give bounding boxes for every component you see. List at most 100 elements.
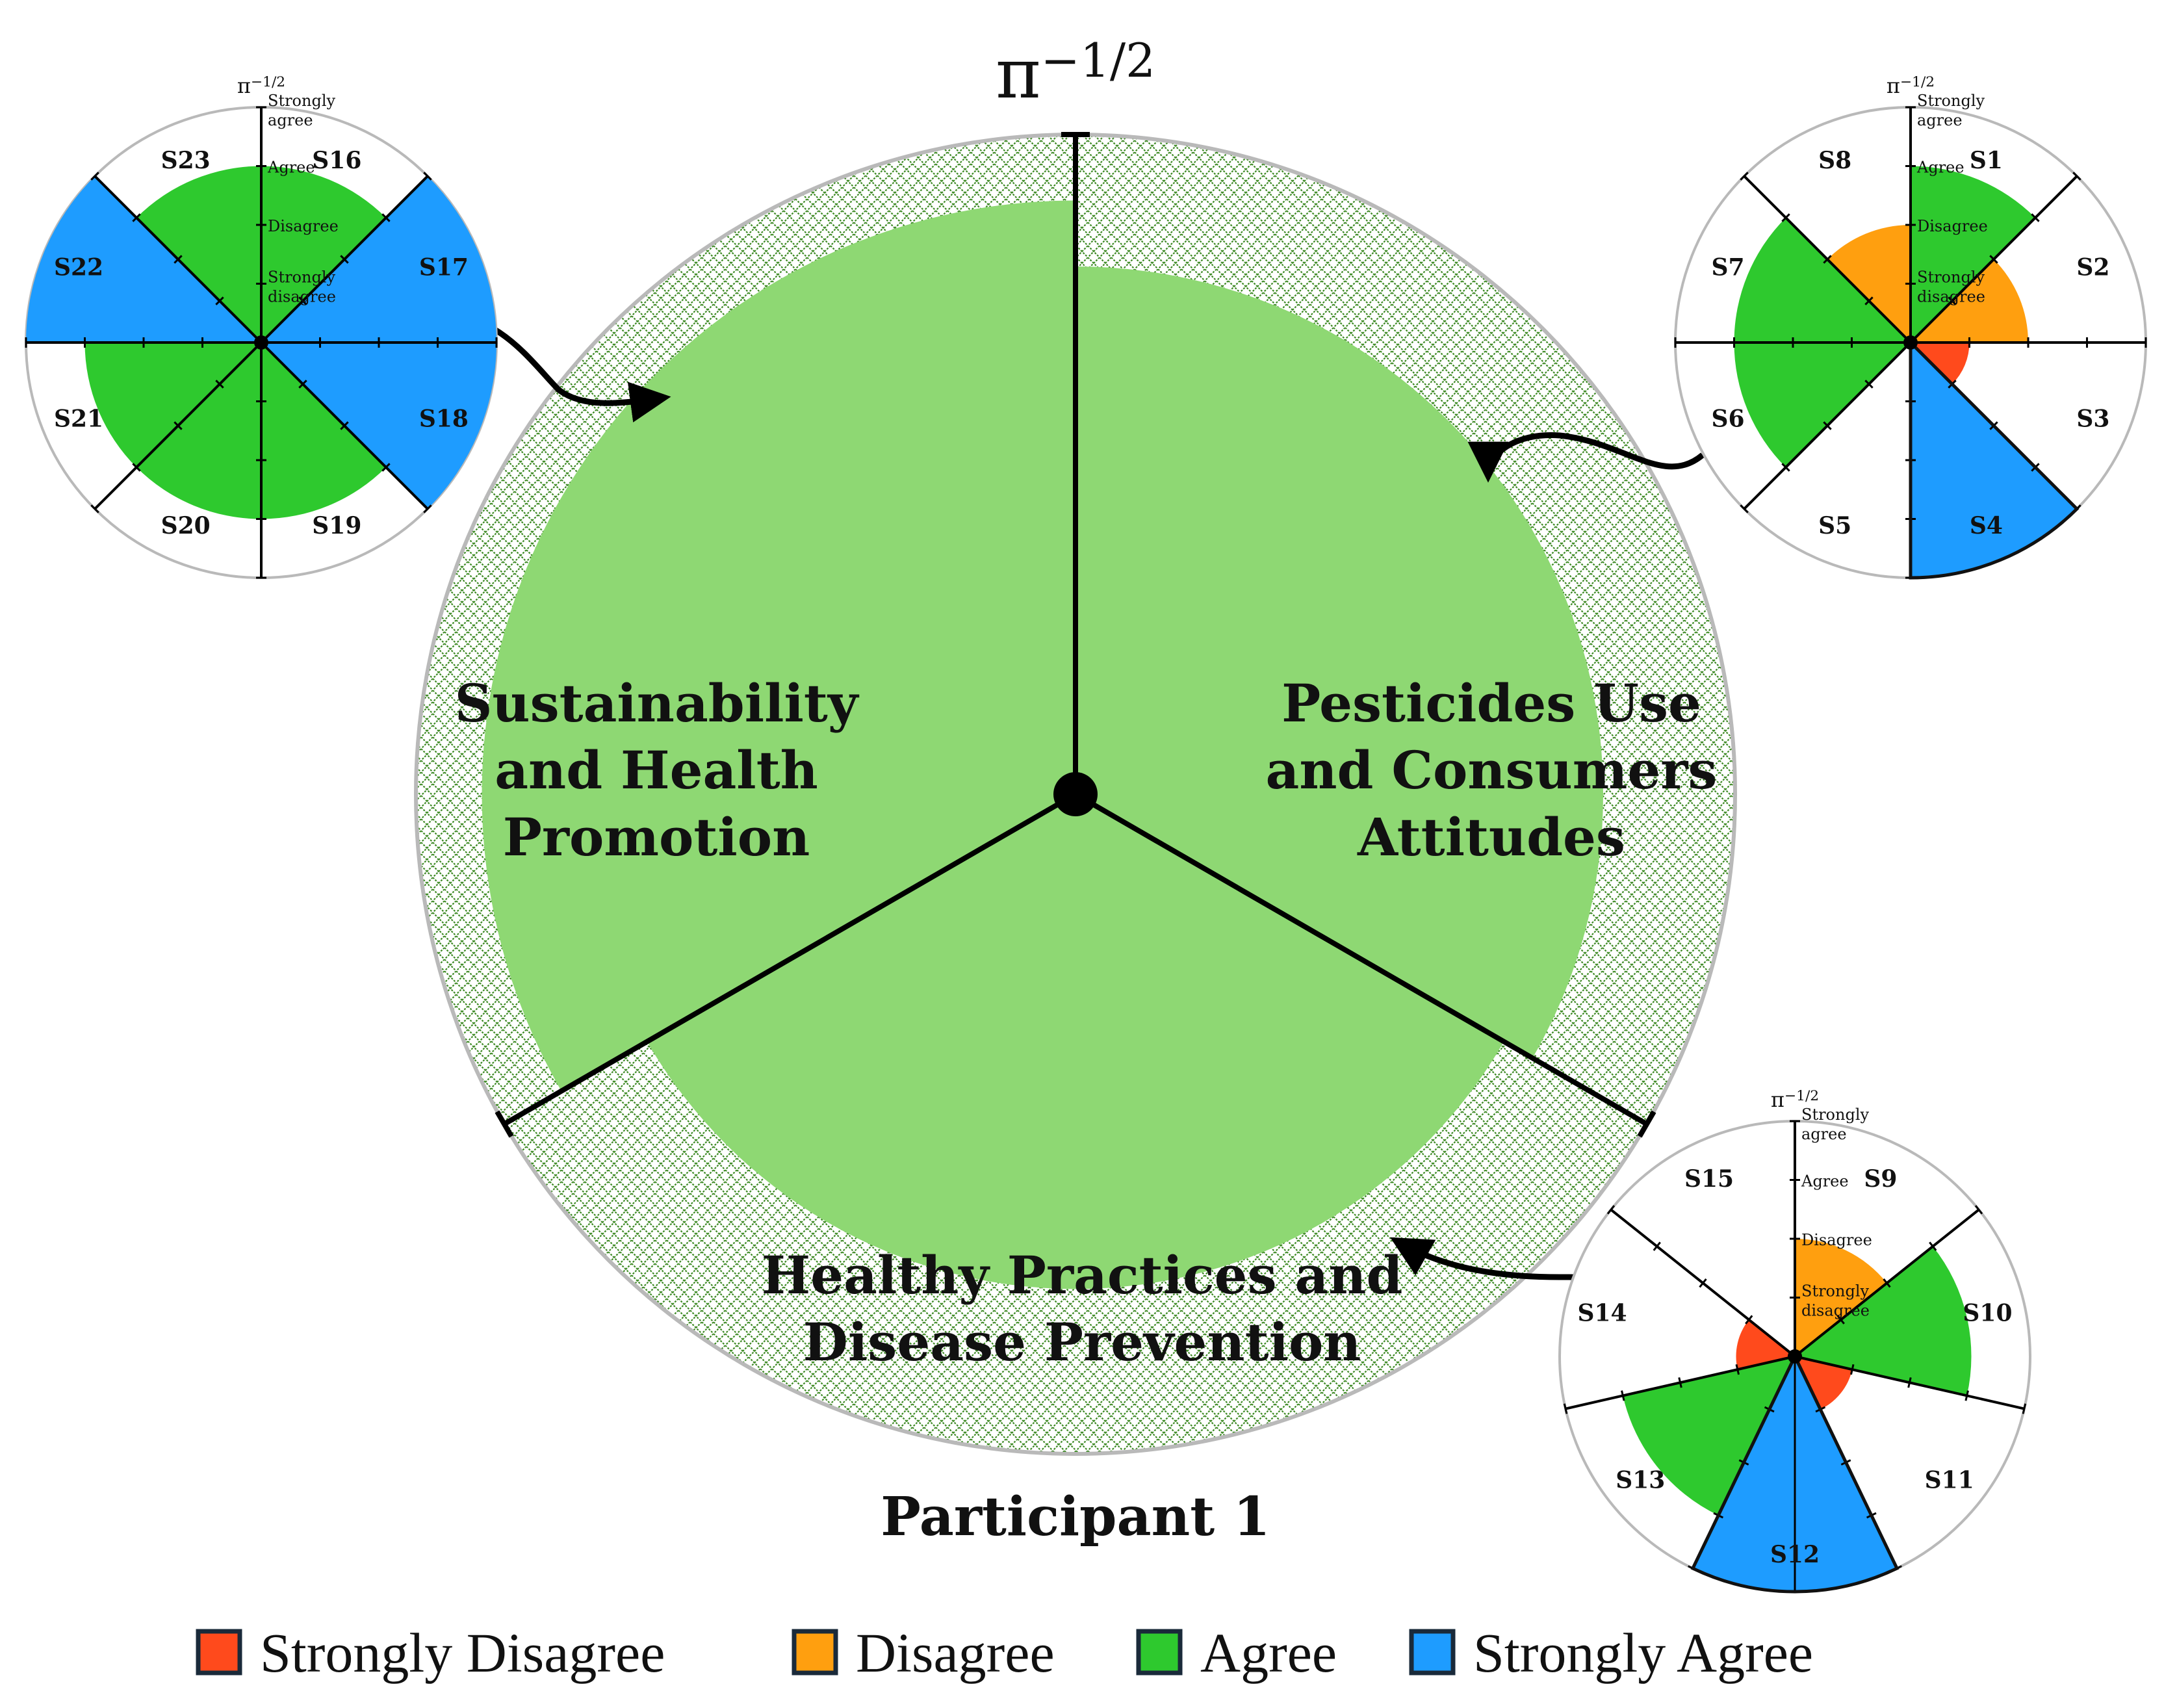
- category-label-S22: S22: [54, 254, 103, 281]
- legend-swatch-4: [1409, 1629, 1456, 1676]
- category-label-S21: S21: [54, 405, 103, 432]
- category-label-S17: S17: [419, 254, 469, 281]
- small-1-tick: [1745, 1315, 1753, 1325]
- main-category-label-3: Sustainability and Health Promotion: [455, 673, 860, 868]
- category-label-S11: S11: [1925, 1467, 1974, 1494]
- bar-outline-S12: [1690, 1352, 1900, 1594]
- small-2-tick: [90, 172, 99, 181]
- main-wedge-3: [482, 200, 1076, 1091]
- small-2-level-label: Strongly agree: [268, 92, 336, 129]
- small-0-center-dot: [1903, 335, 1918, 350]
- bar-S22: [26, 176, 261, 343]
- small-1-level-label: Disagree: [1801, 1231, 1872, 1249]
- category-label-S8: S8: [1818, 147, 1851, 174]
- small-2-tick: [298, 380, 307, 389]
- small-0-level-label: Agree: [1916, 159, 1964, 177]
- legend: Strongly Disagree Disagree Agree Strongly A…: [196, 1622, 1813, 1684]
- healthy-practices-detail-chart: Strongly disagree Disagree Agree Strongly agr…: [1558, 1087, 2031, 1594]
- small-1-tick: [1964, 1390, 1969, 1401]
- bar-S20: [136, 343, 261, 519]
- small-0-tick: [1948, 296, 1957, 305]
- small-2-tick: [174, 421, 183, 430]
- category-label-S4: S4: [1970, 512, 2003, 539]
- small-2-level-label: Disagree: [268, 217, 339, 235]
- legend-swatch-1: [196, 1629, 242, 1676]
- legend-label-4: Strongly Agree: [1473, 1622, 1813, 1684]
- bar-S13: [1623, 1356, 1795, 1516]
- bar-S8: [1827, 225, 1911, 343]
- arrow-pesticides: [1467, 432, 1705, 483]
- main-spoke-tick-3: [495, 1110, 514, 1138]
- small-2-tick: [381, 463, 391, 472]
- small-1-tick: [1653, 1241, 1661, 1251]
- small-2-tick: [174, 255, 183, 264]
- main-category-label-1: Pesticides Use and Consumers Attitudes: [1266, 673, 1718, 868]
- category-label-S6: S6: [1712, 405, 1745, 432]
- small-1-tick: [1907, 1377, 1912, 1388]
- main-category-label-2: Healthy Practices and Disease Prevention: [762, 1245, 1403, 1373]
- sustainability-detail-chart: Strongly disagree Disagree Agree Strongly agr…: [25, 73, 498, 579]
- participant-label: Participant 1: [881, 1486, 1270, 1548]
- category-label-S7: S7: [1712, 254, 1745, 281]
- bar-S17: [261, 176, 496, 343]
- main-spoke-tick-2: [1637, 1110, 1656, 1138]
- small-2-tick: [423, 504, 432, 513]
- bar-S18: [261, 343, 496, 509]
- small-2-tick: [298, 296, 307, 305]
- small-0-tick: [1823, 255, 1832, 264]
- category-label-S2: S2: [2076, 254, 2109, 281]
- legend-label-2: Disagree: [856, 1622, 1055, 1684]
- category-label-S18: S18: [419, 405, 469, 432]
- category-label-S14: S14: [1577, 1299, 1627, 1326]
- bar-S2: [1911, 259, 2028, 343]
- legend-label-1: Strongly Disagree: [260, 1622, 665, 1684]
- small-0-tick: [1864, 380, 1874, 389]
- category-label-S5: S5: [1818, 512, 1851, 539]
- small-0-level-label: Strongly disagree: [1917, 268, 1985, 306]
- bar-S1: [1911, 166, 2035, 343]
- bar-S11: [1795, 1356, 1853, 1410]
- small-1-tick: [1678, 1377, 1682, 1388]
- small-1-level-label: Strongly disagree: [1801, 1282, 1870, 1320]
- small-1-level-label: Strongly agree: [1801, 1106, 1870, 1143]
- small-2-tick: [340, 255, 349, 264]
- small-2-level-label: Agree: [267, 159, 315, 177]
- category-label-S1: S1: [1970, 147, 2003, 174]
- category-label-S23: S23: [161, 147, 211, 174]
- small-0-level-label: Disagree: [1917, 217, 1988, 235]
- category-label-S12: S12: [1770, 1541, 1820, 1568]
- main-axis-label: π−1/2: [996, 33, 1155, 114]
- category-label-S19: S19: [312, 512, 361, 539]
- small-2-tick: [423, 172, 432, 181]
- small-0-tick: [1740, 504, 1749, 513]
- small-2-tick: [215, 296, 224, 305]
- category-label-S10: S10: [1963, 1299, 2012, 1326]
- small-0-tick: [1781, 463, 1790, 472]
- small-1-tick: [1849, 1364, 1855, 1375]
- category-label-S13: S13: [1616, 1467, 1665, 1494]
- main-spoke-2: [1074, 792, 1649, 1126]
- main-center-dot: [1053, 772, 1098, 816]
- small-1-tick: [1836, 1315, 1845, 1325]
- small-1-tick: [1883, 1278, 1891, 1288]
- small-1-center-dot: [1788, 1349, 1802, 1364]
- bar-S14: [1736, 1319, 1795, 1370]
- category-label-S9: S9: [1864, 1165, 1897, 1193]
- pesticides-detail-chart: Strongly disagree Disagree Agree Strongly agr…: [1674, 73, 2147, 580]
- main-spoke-3: [502, 792, 1077, 1126]
- bar-S9: [1795, 1239, 1887, 1356]
- main-polar-chart: π−1/2 Pesticides Use and Consumers Attitude…: [414, 33, 1737, 1548]
- small-0-tick: [1781, 213, 1790, 222]
- small-2-tick: [381, 213, 391, 222]
- small-1-tick: [1563, 1403, 1568, 1414]
- legend-swatch-2: [792, 1629, 838, 1676]
- bar-outline-S4: [1909, 338, 2080, 580]
- bar-S4: [1911, 343, 2077, 578]
- bar-S16: [261, 166, 386, 343]
- bar-S23: [136, 166, 261, 343]
- legend-label-3: Agree: [1200, 1622, 1337, 1684]
- bar-S3: [1911, 343, 1970, 384]
- category-label-S20: S20: [161, 512, 211, 539]
- small-0-tick: [2031, 213, 2040, 222]
